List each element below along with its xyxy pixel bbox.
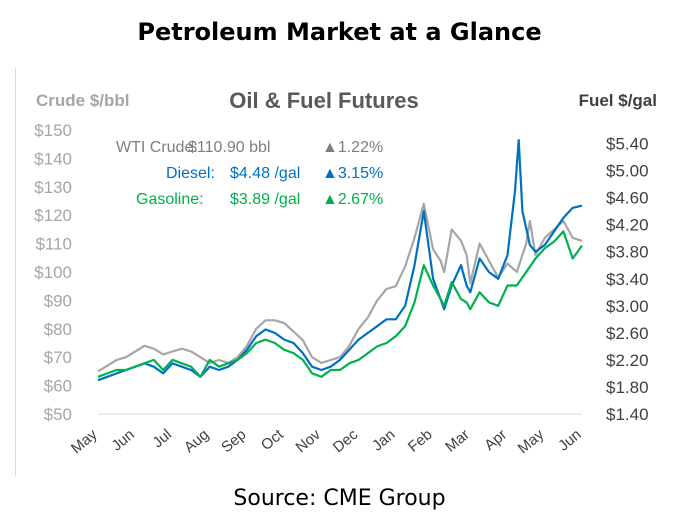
legend-value: $3.89 /gal xyxy=(230,191,300,208)
y-right-tick-label: $3.00 xyxy=(606,297,649,316)
x-tick-label: Feb xyxy=(405,426,436,456)
y-right-tick-label: $2.20 xyxy=(606,351,649,370)
x-tick-label: Oct xyxy=(258,426,287,455)
x-tick-label: Nov xyxy=(293,426,325,456)
y-left-tick-label: $70 xyxy=(44,348,72,367)
y-left-axis-label: Crude $/bbl xyxy=(36,91,130,110)
chart-container: Crude $/bbl Oil & Fuel Futures Fuel $/ga… xyxy=(15,68,665,476)
y-right-tick-label: $3.80 xyxy=(606,243,649,262)
legend-value: $4.48 /gal xyxy=(230,165,300,182)
y-left-tick-label: $130 xyxy=(34,178,72,197)
y-right-tick-label: $1.80 xyxy=(606,378,649,397)
legend-change: ▲3.15% xyxy=(322,165,383,182)
x-tick-label: Jan xyxy=(369,426,398,455)
legend-label: WTI Crude: xyxy=(116,139,198,156)
legend-label: Gasoline: xyxy=(136,191,204,208)
y-left-tick-label: $90 xyxy=(44,291,72,310)
y-right-tick-label: $2.60 xyxy=(606,324,649,343)
x-tick-label: Sep xyxy=(218,426,249,456)
legend-label: Diesel: xyxy=(166,165,215,182)
y-right-axis-label: Fuel $/gal xyxy=(579,91,657,110)
x-tick-label: May xyxy=(515,426,548,458)
x-tick-label: Jun xyxy=(108,426,137,455)
x-tick-label: Dec xyxy=(330,426,362,456)
y-right-tick-label: $3.40 xyxy=(606,270,649,289)
y-right-tick-label: $4.60 xyxy=(606,189,649,208)
y-right-tick-label: $1.40 xyxy=(606,405,649,424)
y-left-tick-label: $150 xyxy=(34,121,72,140)
y-left-tick-label: $50 xyxy=(44,405,72,424)
y-left-tick-label: $110 xyxy=(35,235,72,254)
y-left-tick-label: $60 xyxy=(44,377,72,396)
page-title: Petroleum Market at a Glance xyxy=(137,18,542,46)
x-tick-label: Apr xyxy=(481,426,510,454)
chart-title: Oil & Fuel Futures xyxy=(229,88,418,113)
x-tick-label: Jun xyxy=(555,426,584,455)
series-line-diesel xyxy=(97,138,583,382)
series-line-wti-crude xyxy=(97,202,583,373)
y-left-tick-label: $140 xyxy=(34,149,72,168)
source-note: Source: CME Group xyxy=(233,486,446,511)
y-left-tick-label: $100 xyxy=(34,263,72,282)
x-tick-label: May xyxy=(68,426,101,458)
y-left-tick-label: $80 xyxy=(44,320,72,339)
legend-change: ▲2.67% xyxy=(322,191,383,208)
y-right-tick-label: $5.40 xyxy=(606,135,649,154)
legend-value: $110.90 bbl xyxy=(188,139,270,156)
line-chart: Crude $/bbl Oil & Fuel Futures Fuel $/ga… xyxy=(34,88,657,458)
x-tick-label: Jul xyxy=(149,426,175,451)
series-line-gasoline xyxy=(97,230,583,378)
y-right-tick-label: $4.20 xyxy=(606,216,649,235)
y-left-tick-label: $120 xyxy=(34,206,72,225)
x-tick-label: Mar xyxy=(442,426,473,456)
x-tick-label: Aug xyxy=(181,426,212,456)
y-right-tick-label: $5.00 xyxy=(606,162,649,181)
legend-change: ▲1.22% xyxy=(322,139,383,156)
